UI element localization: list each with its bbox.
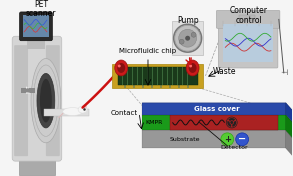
Polygon shape: [142, 115, 293, 122]
Ellipse shape: [186, 60, 199, 76]
FancyBboxPatch shape: [217, 10, 280, 28]
Text: +: +: [224, 135, 231, 144]
Ellipse shape: [117, 63, 125, 73]
Bar: [223, 24, 273, 62]
Circle shape: [191, 32, 196, 37]
Bar: [112, 64, 204, 88]
Circle shape: [175, 25, 200, 51]
Ellipse shape: [189, 63, 197, 73]
Ellipse shape: [189, 64, 192, 67]
Polygon shape: [142, 130, 286, 148]
Text: −: −: [238, 134, 246, 144]
Ellipse shape: [31, 59, 61, 143]
Polygon shape: [228, 118, 235, 121]
Polygon shape: [227, 121, 231, 127]
Bar: [142, 85, 144, 88]
Bar: [27, 37, 45, 49]
Circle shape: [236, 133, 248, 146]
Text: KMPR: KMPR: [145, 120, 162, 125]
Text: Pump: Pump: [177, 16, 198, 25]
Ellipse shape: [118, 64, 121, 67]
Bar: [21, 88, 35, 93]
Ellipse shape: [63, 108, 83, 115]
FancyBboxPatch shape: [12, 36, 62, 161]
Circle shape: [179, 39, 184, 44]
Bar: [160, 85, 162, 88]
Polygon shape: [142, 115, 286, 130]
Polygon shape: [232, 121, 236, 127]
Bar: [23, 15, 49, 37]
Polygon shape: [286, 103, 293, 122]
Text: PET
scanner: PET scanner: [26, 0, 56, 18]
Polygon shape: [286, 130, 293, 156]
Ellipse shape: [83, 105, 86, 108]
FancyBboxPatch shape: [20, 12, 52, 41]
Bar: [172, 21, 204, 55]
FancyBboxPatch shape: [218, 18, 278, 68]
FancyBboxPatch shape: [46, 45, 60, 156]
Bar: [151, 85, 153, 88]
Polygon shape: [142, 103, 293, 111]
Text: ⊣: ⊣: [280, 68, 287, 77]
Polygon shape: [142, 130, 293, 138]
Ellipse shape: [78, 106, 87, 113]
Circle shape: [221, 133, 234, 146]
Text: Detector: Detector: [220, 145, 248, 150]
Circle shape: [185, 36, 190, 41]
Text: Waste: Waste: [212, 67, 236, 76]
Bar: [178, 85, 180, 88]
Bar: [170, 115, 278, 130]
Ellipse shape: [37, 73, 55, 128]
Text: Glass cover: Glass cover: [194, 106, 240, 112]
Circle shape: [179, 29, 197, 47]
Text: Contact: Contact: [111, 109, 138, 116]
Circle shape: [230, 121, 233, 124]
Polygon shape: [142, 103, 286, 115]
Bar: [169, 85, 171, 88]
FancyBboxPatch shape: [14, 45, 28, 156]
Bar: [187, 85, 189, 88]
Bar: [19, 153, 55, 175]
Bar: [124, 85, 126, 88]
Bar: [118, 67, 197, 85]
Text: Inv
eon: Inv eon: [26, 86, 30, 95]
Ellipse shape: [115, 60, 128, 76]
Text: Substrate: Substrate: [170, 137, 200, 142]
Ellipse shape: [40, 79, 52, 122]
Text: Microfluidic chip: Microfluidic chip: [120, 48, 177, 54]
Bar: [133, 85, 135, 88]
Polygon shape: [286, 115, 293, 138]
Text: Computer
control: Computer control: [230, 7, 268, 25]
Bar: [239, 15, 255, 21]
Bar: [44, 109, 88, 115]
